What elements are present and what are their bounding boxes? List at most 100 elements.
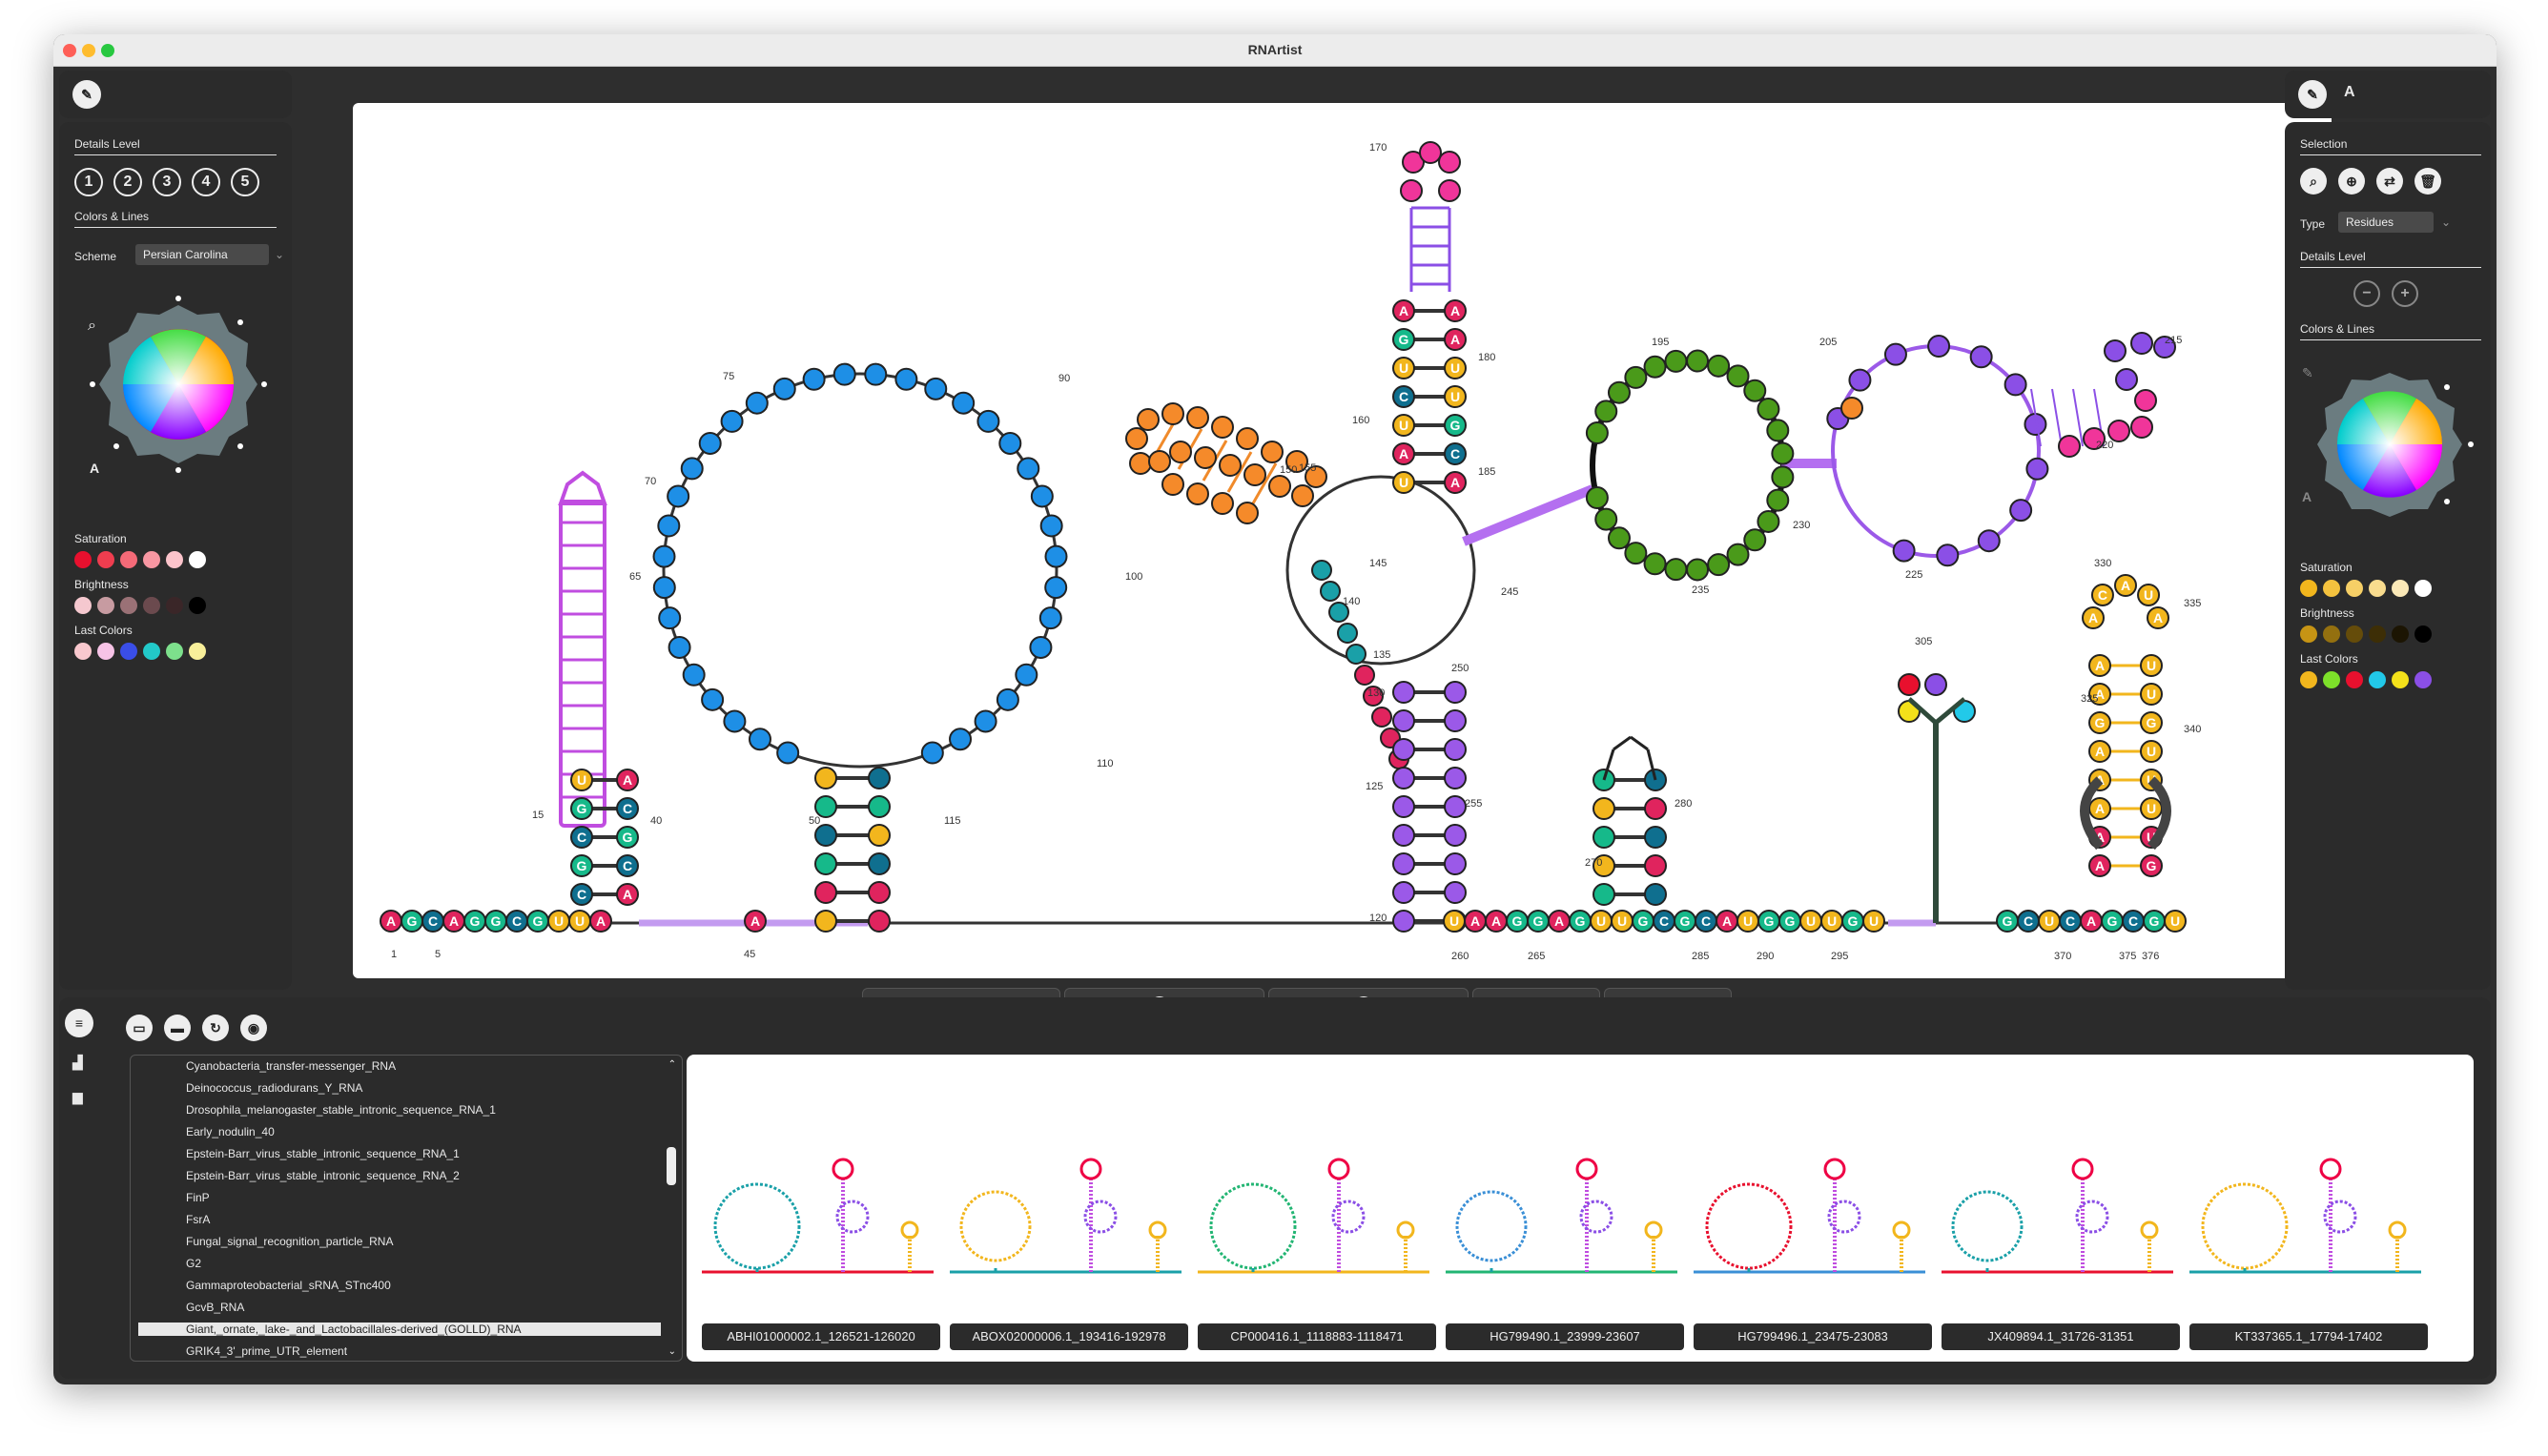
folder-icon[interactable]: ▬: [164, 1015, 191, 1041]
nucleotide[interactable]: [1194, 446, 1217, 469]
list-item[interactable]: Epstein-Barr_virus_stable_intronic_seque…: [186, 1147, 460, 1160]
nucleotide[interactable]: [1726, 364, 1750, 388]
nucleotide[interactable]: [1607, 380, 1631, 404]
nucleotide[interactable]: [1624, 542, 1648, 565]
increase-level-button[interactable]: +: [2392, 280, 2418, 307]
nucleotide[interactable]: [668, 635, 691, 659]
nucleotide[interactable]: [616, 769, 639, 791]
details-level-4-button[interactable]: 4: [192, 168, 220, 196]
book-icon[interactable]: ▆: [72, 1089, 83, 1104]
nucleotide[interactable]: [2104, 339, 2127, 362]
nucleotide[interactable]: [1392, 852, 1415, 875]
nucleotide[interactable]: [2088, 654, 2111, 677]
rna-secondary-structure[interactable]: U AA CU GC UU UG AA A A GA UA U: [353, 103, 2332, 978]
saturation-swatch[interactable]: [143, 551, 160, 568]
nucleotide[interactable]: [2134, 389, 2157, 412]
paint-brush-icon-right[interactable]: ✎: [2298, 80, 2327, 109]
nucleotide[interactable]: [1392, 299, 1415, 322]
list-item[interactable]: Deinococcus_radiodurans_Y_RNA: [186, 1081, 363, 1095]
nucleotide[interactable]: [1320, 581, 1341, 602]
saturation-right-swatch[interactable]: [2369, 580, 2386, 597]
nucleotide[interactable]: [1892, 539, 1916, 563]
brightness-swatch[interactable]: [97, 597, 114, 614]
nucleotide[interactable]: [1707, 354, 1731, 378]
nucleotide[interactable]: [1444, 328, 1467, 351]
brightness-swatch[interactable]: [143, 597, 160, 614]
nucleotide[interactable]: [868, 824, 891, 847]
nucleotide[interactable]: [1236, 502, 1259, 524]
nucleotide[interactable]: [1766, 419, 1790, 442]
nucleotide[interactable]: [974, 709, 997, 733]
nucleotide[interactable]: [1186, 406, 1209, 429]
nucleotide[interactable]: [1402, 151, 1425, 174]
brightness-right-swatch[interactable]: [2300, 625, 2317, 643]
nucleotide[interactable]: [2083, 427, 2106, 450]
nucleotide[interactable]: [868, 881, 891, 904]
nucleotide[interactable]: [1392, 767, 1415, 790]
nucleotide[interactable]: [1392, 328, 1415, 351]
nucleotide[interactable]: [1585, 485, 1609, 509]
nucleotide[interactable]: [2088, 854, 2111, 877]
nucleotide[interactable]: [1363, 686, 1384, 707]
type-select[interactable]: Residues ⌄: [2338, 212, 2451, 233]
nucleotide[interactable]: [1392, 795, 1415, 818]
details-level-3-button[interactable]: 3: [153, 168, 181, 196]
zoom-in-icon[interactable]: ⊕: [2338, 168, 2365, 195]
chart-icon[interactable]: ▟: [72, 1055, 83, 1070]
nucleotide[interactable]: [2140, 854, 2163, 877]
thumbnail-label[interactable]: HG799490.1_23999-23607: [1446, 1323, 1684, 1350]
nucleotide[interactable]: [976, 409, 1000, 433]
nucleotide[interactable]: [1883, 342, 1907, 366]
nucleotide[interactable]: [2164, 910, 2187, 933]
nucleotide[interactable]: [1444, 681, 1467, 704]
nucleotide[interactable]: [772, 377, 796, 400]
nucleotide[interactable]: [1771, 465, 1795, 489]
nucleotide[interactable]: [1392, 471, 1415, 494]
nucleotide[interactable]: [1015, 663, 1038, 687]
nucleotide[interactable]: [2140, 711, 2163, 734]
nucleotide[interactable]: [1211, 416, 1234, 439]
close-window-button[interactable]: [63, 44, 76, 57]
nucleotide[interactable]: [1862, 910, 1885, 933]
nucleotide[interactable]: [1444, 414, 1467, 437]
nucleotide[interactable]: [1444, 299, 1467, 322]
nucleotide[interactable]: [2130, 332, 2153, 355]
last-color-swatch[interactable]: [120, 643, 137, 660]
nucleotide[interactable]: [1977, 529, 2001, 553]
last-color-swatch[interactable]: [189, 643, 206, 660]
nucleotide[interactable]: [1766, 488, 1790, 512]
nucleotide[interactable]: [748, 728, 771, 751]
nucleotide[interactable]: [1038, 606, 1062, 630]
nucleotide[interactable]: [1840, 397, 1863, 420]
nucleotide[interactable]: [1644, 883, 1667, 906]
thumbnail-label[interactable]: KT337365.1_17794-17402: [2189, 1323, 2428, 1350]
nucleotide[interactable]: [2130, 416, 2153, 439]
nucleotide[interactable]: [1392, 910, 1415, 933]
nucleotide[interactable]: [2058, 435, 2081, 458]
thumbnail-label[interactable]: ABHI01000002.1_126521-126020: [702, 1323, 940, 1350]
nucleotide[interactable]: [570, 797, 593, 820]
nucleotide[interactable]: [1311, 560, 1332, 581]
nucleotide[interactable]: [814, 824, 837, 847]
last-color-swatch[interactable]: [97, 643, 114, 660]
brightness-right-swatch[interactable]: [2392, 625, 2409, 643]
nucleotide[interactable]: [1927, 335, 1951, 359]
nucleotide[interactable]: [1291, 484, 1314, 507]
nucleotide[interactable]: [2088, 711, 2111, 734]
nucleotide[interactable]: [570, 769, 593, 791]
trash-icon[interactable]: 🗑: [2414, 168, 2441, 195]
nucleotide[interactable]: [1419, 141, 1442, 164]
nucleotide[interactable]: [698, 431, 722, 455]
nucleotide[interactable]: [1592, 797, 1615, 820]
nucleotide[interactable]: [701, 687, 725, 711]
nucleotide[interactable]: [616, 797, 639, 820]
brightness-right-swatch[interactable]: [2414, 625, 2432, 643]
nucleotide[interactable]: [1743, 528, 1767, 552]
nucleotide[interactable]: [924, 377, 948, 400]
eye-icon[interactable]: ◉: [240, 1015, 267, 1041]
nucleotide[interactable]: [2090, 583, 2114, 606]
nucleotide[interactable]: [1594, 507, 1618, 531]
nucleotide[interactable]: [776, 741, 800, 765]
nucleotide[interactable]: [1392, 385, 1415, 408]
nucleotide[interactable]: [1444, 357, 1467, 379]
